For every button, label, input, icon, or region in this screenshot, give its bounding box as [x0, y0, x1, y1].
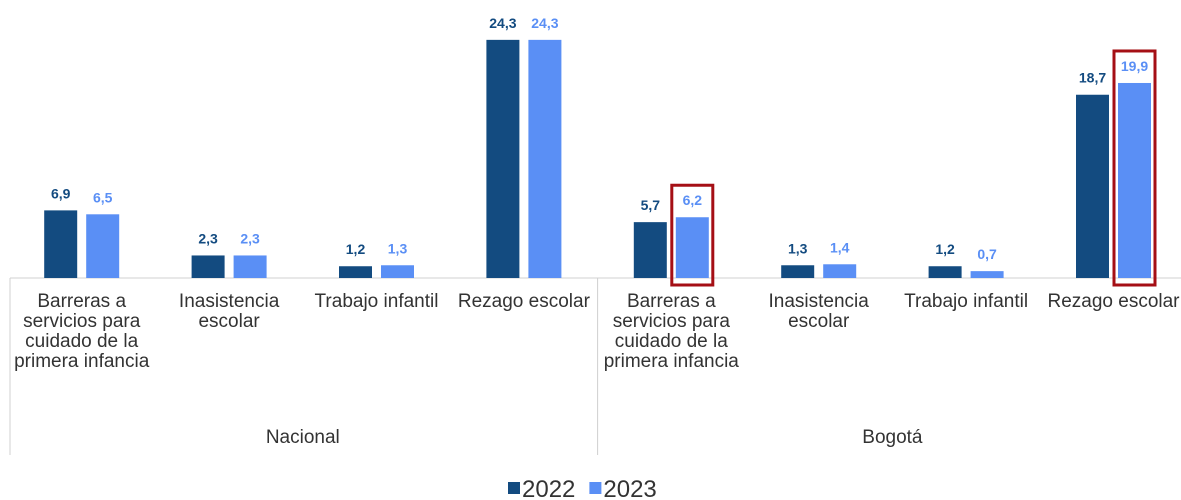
legend-label: 2023 [603, 476, 656, 500]
data-label: 2,3 [198, 230, 218, 246]
legend-swatch [589, 482, 602, 494]
bar [86, 214, 120, 278]
data-label: 24,3 [531, 15, 558, 31]
group-label: Bogotá [862, 427, 923, 448]
bar [528, 39, 562, 278]
legend-swatch [508, 482, 520, 494]
bar [339, 266, 372, 278]
highlight-box [670, 183, 715, 287]
highlight-box [1112, 49, 1157, 287]
x-tick-label: Trabajo infantil [904, 291, 1029, 312]
data-label: 1,2 [935, 241, 955, 257]
data-label: 2,3 [240, 230, 260, 246]
legend-label: 2022 [522, 476, 575, 500]
x-tick-label: Trabajo infantil [314, 291, 439, 312]
x-tick-label: Barreras a servicios para cuidado de la … [14, 291, 150, 372]
bar [675, 217, 709, 278]
data-label: 6,5 [93, 189, 113, 205]
data-label: 5,7 [641, 197, 661, 213]
group-label: Nacional [265, 427, 340, 448]
x-tick-label: Inasistencia escolar [178, 291, 280, 332]
x-tick-label: Inasistencia escolar [768, 291, 869, 332]
data-label: 1,4 [830, 239, 850, 255]
bar [928, 266, 962, 278]
bar [781, 265, 815, 278]
data-label: 6,9 [51, 185, 71, 201]
data-label: 19,9 [1121, 58, 1148, 74]
data-label: 1,3 [388, 240, 408, 256]
bar [44, 210, 78, 278]
data-label: 18,7 [1079, 70, 1106, 86]
data-label: 0,7 [977, 246, 997, 262]
bar [823, 264, 857, 278]
bar [1118, 82, 1151, 278]
bar [486, 39, 520, 278]
bar [233, 255, 267, 278]
bar [970, 271, 1004, 278]
x-tick-label: Rezago escolar [457, 291, 590, 312]
data-label: 6,2 [683, 192, 703, 208]
data-label: 1,3 [788, 240, 808, 256]
x-tick-label: Rezago escolar [1047, 291, 1180, 312]
x-tick-label: Barreras a servicios para cuidado de la … [603, 291, 739, 372]
bar [381, 265, 414, 278]
data-label: 24,3 [489, 15, 516, 31]
data-label: 1,2 [346, 241, 366, 257]
bar [1076, 94, 1109, 279]
bar [191, 255, 225, 278]
bar [633, 222, 667, 278]
